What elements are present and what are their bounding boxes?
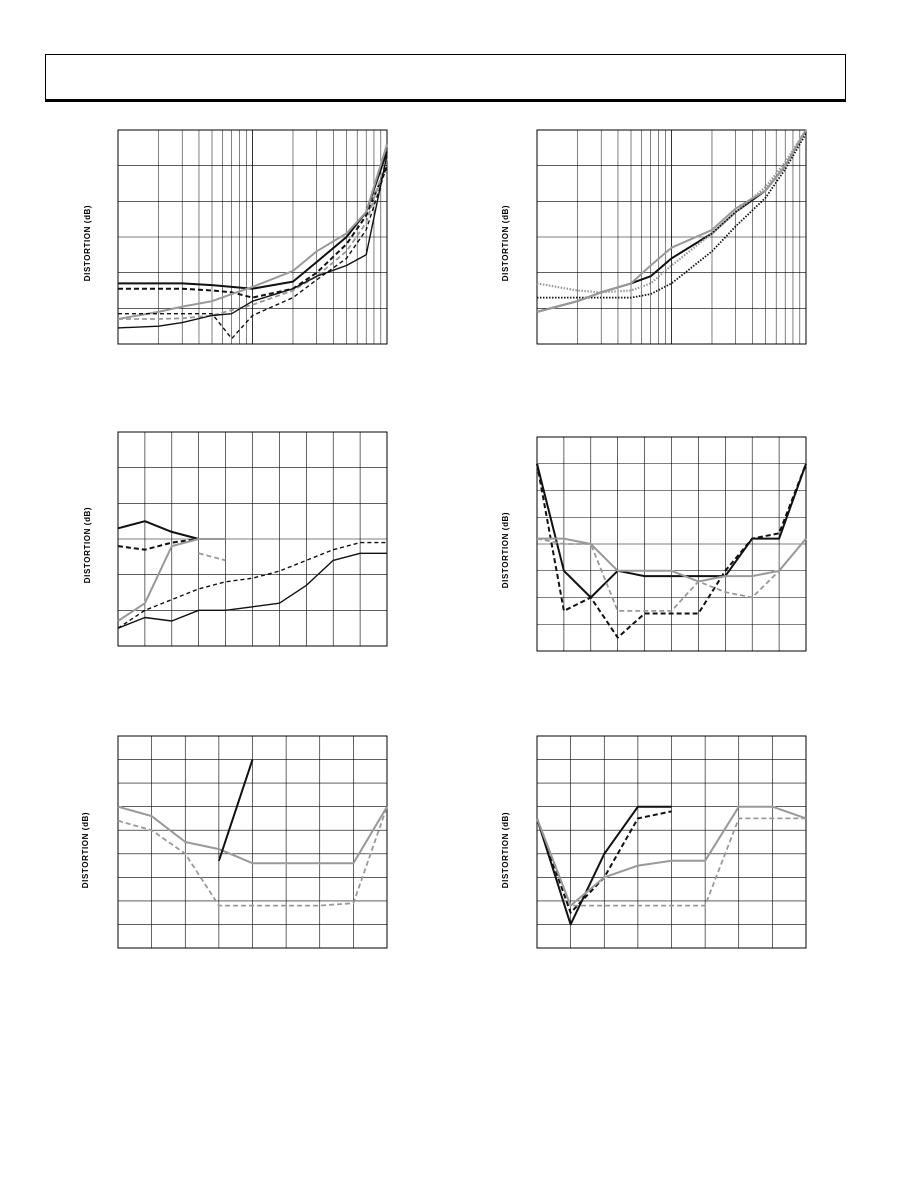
series-line-1 [536, 805, 672, 926]
series-line-1 [536, 463, 807, 599]
series-line-4 [536, 537, 807, 612]
series-line-2 [118, 165, 388, 299]
series-line-2 [537, 133, 807, 299]
series-line-3 [117, 144, 388, 320]
series-line-4 [118, 158, 388, 320]
y-axis-label: DISTORTION (dB) [501, 812, 510, 888]
chart-4: DISTORTION (dB) [501, 436, 807, 652]
series-line-4 [198, 552, 226, 562]
y-axis-label: DISTORTION (dB) [501, 512, 510, 588]
chart-6: DISTORTION (dB) [501, 735, 807, 949]
y-axis-label: DISTORTION (dB) [501, 205, 510, 281]
series-line-2 [536, 463, 807, 639]
series-line-2 [117, 806, 388, 907]
series-line-2 [117, 538, 199, 551]
series-line-1 [118, 151, 388, 290]
series-line-5 [117, 552, 387, 629]
series-line-6 [118, 165, 388, 340]
chart-2: DISTORTION (dB) [501, 129, 807, 345]
series-line-3 [536, 129, 807, 313]
chart-3: DISTORTION (dB) [83, 431, 388, 647]
series-line-3 [536, 805, 807, 907]
series-line-3 [117, 538, 226, 622]
series-line-6 [117, 541, 387, 629]
series-line-4 [536, 129, 807, 294]
y-axis-label: DISTORTION (dB) [83, 507, 92, 583]
series-line-3 [217, 759, 254, 862]
chart-5: DISTORTION (dB) [81, 735, 388, 949]
series-line-3 [537, 537, 807, 583]
series-line-1 [117, 520, 199, 540]
page-header-box [45, 54, 846, 102]
series-line-5 [117, 154, 388, 329]
series-line-1 [117, 805, 388, 865]
series-line-4 [536, 817, 806, 907]
y-axis-label: DISTORTION (dB) [81, 812, 90, 888]
y-axis-label: DISTORTION (dB) [83, 205, 92, 281]
chart-1: DISTORTION (dB) [83, 129, 388, 345]
